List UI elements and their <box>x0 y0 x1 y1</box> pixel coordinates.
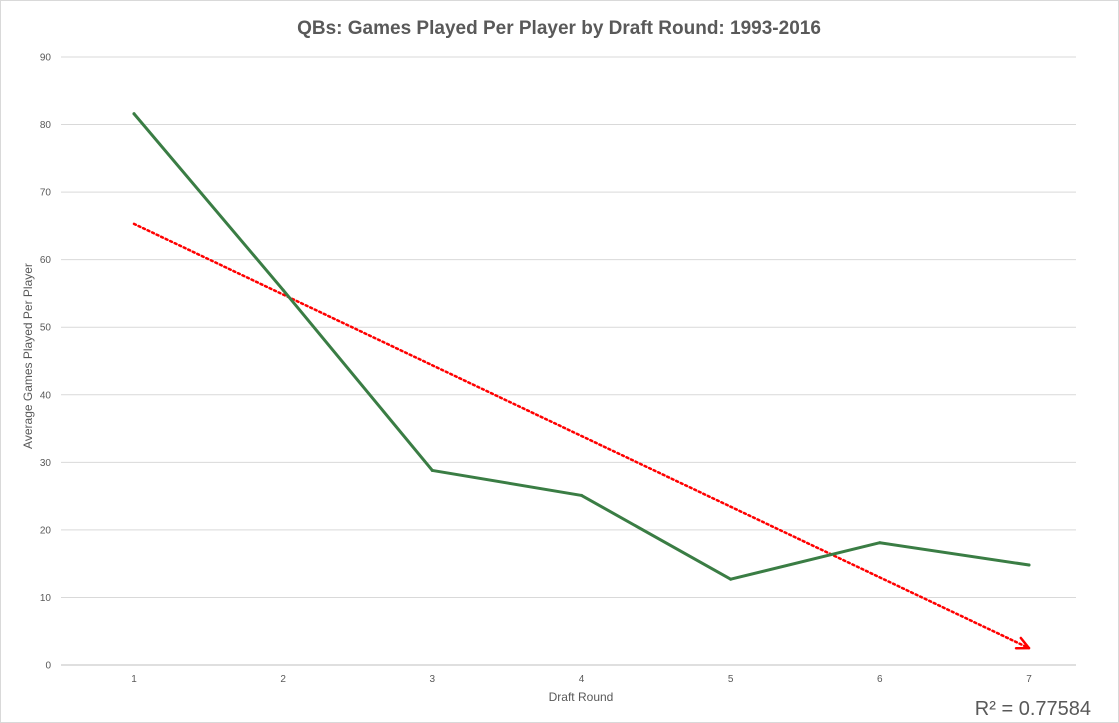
y-tick-label: 50 <box>40 323 52 334</box>
y-tick-label: 90 <box>40 53 52 64</box>
y-tick-label: 30 <box>40 458 52 469</box>
y-tick-label: 10 <box>40 593 52 604</box>
x-tick-labels: 1 2 3 4 5 6 7 <box>131 674 1032 685</box>
trendline-layer <box>132 222 1031 650</box>
r-squared-label: R² = 0.77584 <box>975 698 1091 720</box>
x-tick-label: 6 <box>877 674 883 685</box>
data-point <box>132 112 136 116</box>
y-tick-label: 70 <box>40 188 52 199</box>
series-layer <box>132 112 1031 581</box>
data-point <box>580 493 583 497</box>
data-point <box>1027 563 1031 567</box>
y-tick-label: 80 <box>40 120 52 131</box>
series-line <box>132 112 1031 581</box>
y-tick-label: 20 <box>40 525 52 536</box>
y-tick-label: 60 <box>40 255 52 266</box>
data-point <box>878 541 882 545</box>
data-point <box>430 468 434 472</box>
data-point <box>281 288 285 292</box>
trendline <box>132 222 1031 650</box>
x-tick-label: 4 <box>579 674 585 685</box>
x-tick-label: 7 <box>1026 674 1032 685</box>
x-axis-title: Draft Round <box>549 690 614 704</box>
trendline-arrowhead <box>1014 636 1031 650</box>
x-tick-label: 1 <box>131 674 137 685</box>
x-tick-label: 5 <box>728 674 734 685</box>
y-tick-label: 40 <box>40 390 52 401</box>
x-tick-label: 2 <box>280 674 286 685</box>
chart-title: QBs: Games Played Per Player by Draft Ro… <box>297 18 821 39</box>
y-axis-title: Average Games Played Per Player <box>21 263 35 449</box>
y-tick-label: 0 <box>45 661 51 672</box>
data-point <box>729 577 733 581</box>
y-tick-labels: 0 10 20 30 40 50 60 70 80 90 <box>40 53 52 672</box>
x-tick-label: 3 <box>430 674 436 685</box>
gridlines <box>61 56 1076 666</box>
